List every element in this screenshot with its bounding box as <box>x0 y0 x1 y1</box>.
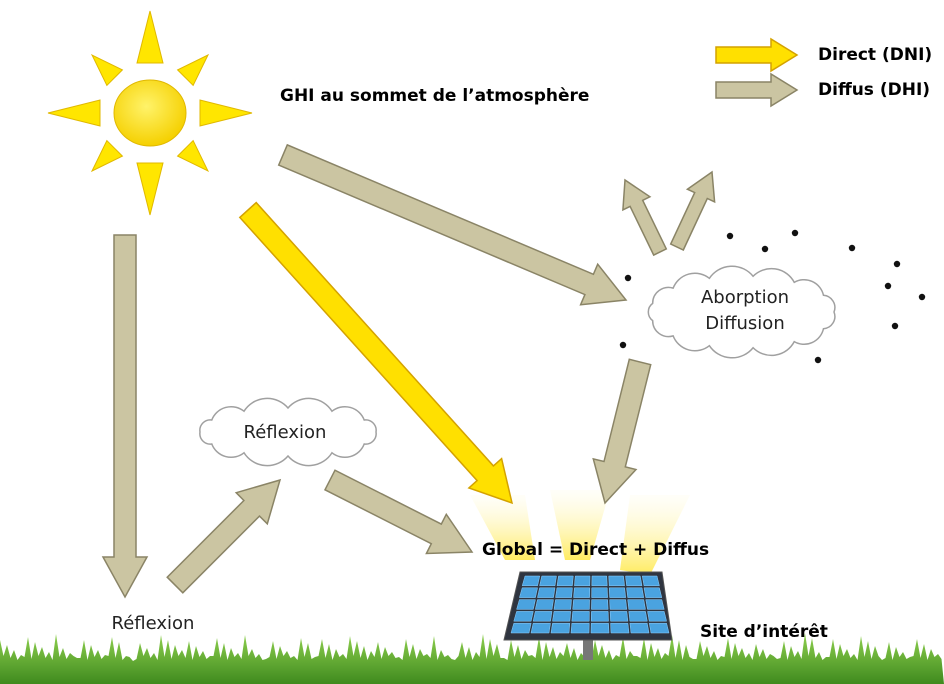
panel-cell <box>517 600 536 610</box>
panel-pole <box>583 640 593 660</box>
panel-cell <box>644 588 662 598</box>
diffuse-arrow <box>325 470 472 553</box>
site-label: Site d’intérêt <box>700 622 828 642</box>
particle <box>762 246 768 252</box>
particle <box>885 283 891 289</box>
legend-label: Diffus (DHI) <box>818 80 930 100</box>
particle <box>620 342 626 348</box>
shapes <box>0 11 944 684</box>
panel-cell <box>626 576 643 586</box>
panel-cell <box>627 588 644 598</box>
panel-cell <box>573 600 590 610</box>
particle <box>815 357 821 363</box>
panel-cell <box>511 623 531 633</box>
panel-cell <box>630 623 649 633</box>
legend-label: Direct (DNI) <box>818 45 932 65</box>
panel-cell <box>646 600 664 610</box>
panel-cell <box>531 623 551 633</box>
sun <box>114 80 186 146</box>
panel-cell <box>537 588 555 598</box>
particle <box>892 323 898 329</box>
panel-cell <box>519 588 537 598</box>
sun-ray <box>200 100 252 126</box>
panel-cell <box>557 576 573 586</box>
global-label: Global = Direct + Diffus <box>482 540 709 560</box>
page: Rayonnement solaire {"legend": {"items":… <box>0 0 944 684</box>
panel-cell <box>533 611 552 621</box>
panel-cell <box>610 600 627 610</box>
sun-ray <box>48 100 100 126</box>
particle <box>727 233 733 239</box>
cloud-label: Diffusion <box>705 313 784 334</box>
diffuse-arrow <box>279 145 626 305</box>
particle <box>792 230 798 236</box>
particle <box>849 245 855 251</box>
diffuse-arrow <box>593 359 650 503</box>
panel-cell <box>591 623 609 633</box>
panel-cell <box>574 588 590 598</box>
direct-arrow <box>716 39 797 71</box>
particle <box>625 275 631 281</box>
particle <box>894 261 900 267</box>
particle <box>919 294 925 300</box>
cloud-label: Aborption <box>701 287 789 308</box>
sun-ray <box>137 163 163 215</box>
ground-label: Réflexion <box>112 613 195 634</box>
panel-cell <box>522 576 540 586</box>
sun-ray <box>92 55 122 85</box>
panel-cell <box>574 576 590 586</box>
panel-cell <box>553 611 571 621</box>
panel-cell <box>535 600 553 610</box>
sun-ray <box>137 11 163 63</box>
sun-ray <box>92 141 122 171</box>
panel-cell <box>609 576 625 586</box>
cloud <box>648 266 835 358</box>
panel-cell <box>592 588 608 598</box>
panel-cell <box>540 576 557 586</box>
panel-cell <box>591 600 608 610</box>
panel-cell <box>551 623 570 633</box>
panel-cell <box>628 600 646 610</box>
sun-ray <box>178 55 208 85</box>
diffuse-arrow <box>716 74 797 106</box>
panel-cell <box>610 611 628 621</box>
toa-label: GHI au sommet de l’atmosphère <box>280 86 589 106</box>
panel-cell <box>648 611 667 621</box>
diffuse-arrow <box>623 180 666 255</box>
body: Direct (DNI) Diffus (DHI) GHI au sommet … <box>0 0 944 684</box>
panel-cell <box>591 611 608 621</box>
panel-cell <box>611 623 629 633</box>
diffuse-arrow <box>167 480 280 593</box>
cloud-label: Réflexion <box>244 422 327 443</box>
light-beam <box>620 495 690 575</box>
sun-ray <box>178 141 208 171</box>
panel-cell <box>629 611 647 621</box>
panel-cell <box>514 611 534 621</box>
panel-cell <box>571 623 589 633</box>
panel-cell <box>592 576 607 586</box>
panel-cell <box>649 623 669 633</box>
panel-cell <box>556 588 573 598</box>
diffuse-arrow <box>103 235 147 597</box>
panel-cell <box>572 611 590 621</box>
diffuse-arrow <box>671 172 715 250</box>
panel-cell <box>609 588 626 598</box>
panel-cell <box>642 576 659 586</box>
panel-cell <box>554 600 572 610</box>
diagram: Direct (DNI) Diffus (DHI) GHI au sommet … <box>0 0 944 684</box>
